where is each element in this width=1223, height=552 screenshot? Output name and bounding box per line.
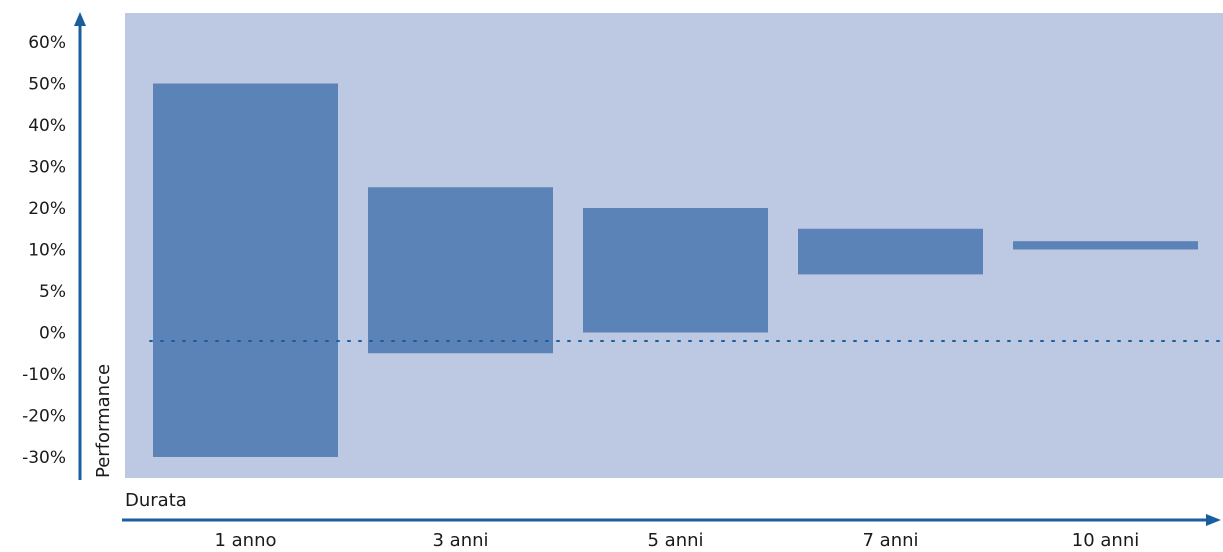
y-axis-title: Performance [93, 364, 114, 478]
y-tick-label: 10% [28, 241, 66, 261]
x-axis: 1 anno 3 anni 5 anni 7 anni 10 anni [122, 514, 1221, 551]
y-tick-label: 50% [28, 75, 66, 95]
x-axis-title: Durata [125, 490, 187, 511]
y-tick-label: 20% [28, 199, 66, 219]
bars-group [153, 83, 1198, 457]
y-tick-label: 60% [28, 33, 66, 53]
x-category-label: 10 anni [1072, 530, 1139, 551]
x-category-label: 1 anno [214, 530, 276, 551]
x-category-label: 5 anni [647, 530, 703, 551]
bar-4 [798, 228, 983, 275]
y-tick-label: -30% [22, 448, 66, 468]
x-category-label: 3 anni [432, 530, 488, 551]
y-tick-label: 30% [28, 158, 66, 178]
y-axis: 60% 50% 40% 30% 20% 10% 5% 0% -10% -20% -30% [22, 12, 86, 480]
y-tick-label: -20% [22, 407, 66, 427]
bar-2 [368, 187, 553, 354]
y-axis-arrowhead [74, 12, 86, 26]
bar-3 [583, 208, 768, 333]
bar-1 [153, 83, 338, 457]
x-category-label: 7 anni [862, 530, 918, 551]
y-tick-label: 5% [39, 282, 66, 302]
y-tick-label: 40% [28, 116, 66, 136]
bar-5 [1013, 241, 1198, 250]
x-axis-arrowhead [1206, 514, 1221, 526]
y-tick-label: 0% [39, 324, 66, 344]
y-tick-label: -10% [22, 365, 66, 385]
